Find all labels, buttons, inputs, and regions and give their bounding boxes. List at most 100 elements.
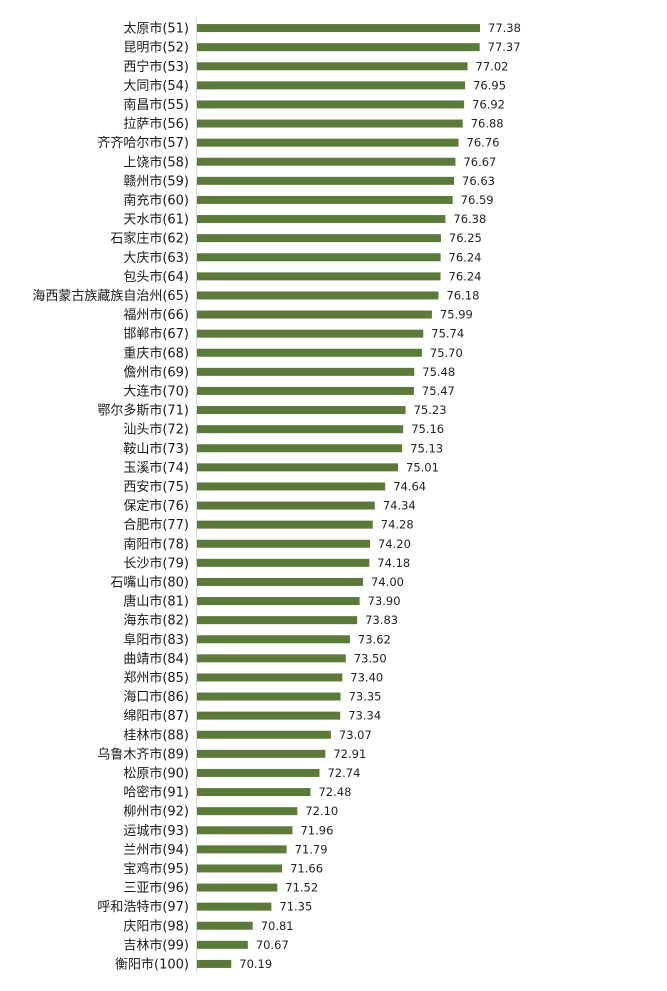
value-label: 76.38 bbox=[453, 212, 486, 226]
bar bbox=[197, 940, 248, 949]
value-label: 71.66 bbox=[290, 861, 323, 875]
category-label: 阜阳市(83) bbox=[123, 632, 189, 648]
bar bbox=[197, 367, 415, 376]
value-label: 75.99 bbox=[440, 308, 473, 322]
bar bbox=[197, 520, 373, 529]
category-label: 兰州市(94) bbox=[123, 842, 189, 858]
category-label: 包头市(64) bbox=[123, 269, 189, 285]
category-label: 大同市(54) bbox=[123, 78, 189, 94]
bar bbox=[197, 176, 455, 185]
bar bbox=[197, 291, 439, 300]
bar bbox=[197, 577, 364, 586]
bar bbox=[197, 558, 370, 567]
bar bbox=[197, 730, 331, 739]
category-label: 庆阳市(98) bbox=[123, 918, 189, 934]
category-label: 合肥市(77) bbox=[123, 517, 189, 533]
category-label: 汕头市(72) bbox=[123, 422, 189, 438]
category-labels: 太原市(51) 昆明市(52) 西宁市(53) 大同市(54) 南昌市(55) 拉萨市(5… bbox=[32, 21, 189, 973]
bar bbox=[197, 959, 232, 968]
value-label: 70.19 bbox=[239, 957, 272, 971]
value-label: 71.52 bbox=[285, 881, 318, 895]
category-label: 拉萨市(56) bbox=[123, 116, 189, 132]
value-label: 75.70 bbox=[430, 346, 463, 360]
bar bbox=[197, 386, 414, 395]
bar bbox=[197, 635, 350, 644]
bar bbox=[197, 826, 293, 835]
category-label: 天水市(61) bbox=[123, 212, 189, 228]
bar bbox=[197, 138, 459, 147]
value-label: 72.91 bbox=[333, 747, 366, 761]
category-label: 上饶市(58) bbox=[123, 154, 189, 170]
value-label: 73.35 bbox=[349, 690, 382, 704]
bar bbox=[197, 768, 320, 777]
category-label: 重庆市(68) bbox=[123, 345, 189, 361]
value-label: 76.92 bbox=[472, 97, 505, 111]
value-label: 77.37 bbox=[488, 40, 521, 54]
category-label: 西宁市(53) bbox=[123, 59, 189, 75]
bar bbox=[197, 215, 446, 224]
category-label: 玉溪市(74) bbox=[123, 460, 189, 476]
value-label: 72.74 bbox=[327, 766, 360, 780]
category-label: 海口市(86) bbox=[123, 689, 189, 705]
value-label: 72.48 bbox=[318, 785, 351, 799]
value-label: 76.59 bbox=[461, 193, 494, 207]
value-label: 75.47 bbox=[422, 384, 455, 398]
value-label: 74.18 bbox=[377, 556, 410, 570]
bar bbox=[197, 157, 456, 166]
category-label: 石嘴山市(80) bbox=[110, 574, 189, 590]
value-label: 76.24 bbox=[449, 250, 482, 264]
value-label: 73.40 bbox=[350, 670, 383, 684]
bar bbox=[197, 673, 343, 682]
bar bbox=[197, 749, 326, 758]
bar bbox=[197, 272, 441, 281]
value-label: 73.34 bbox=[348, 709, 381, 723]
bar bbox=[197, 348, 422, 357]
value-label: 75.13 bbox=[410, 441, 443, 455]
bar bbox=[197, 119, 463, 128]
bar bbox=[197, 43, 480, 52]
category-label: 松原市(90) bbox=[123, 765, 189, 781]
category-label: 昆明市(52) bbox=[123, 40, 189, 56]
value-label: 76.88 bbox=[471, 117, 504, 131]
value-label: 76.67 bbox=[463, 155, 496, 169]
category-label: 赣州市(59) bbox=[123, 173, 189, 189]
bar bbox=[197, 329, 424, 338]
value-labels: 77.38 77.37 77.02 76.95 76.92 76.88 76.76 76.67… bbox=[239, 21, 521, 971]
bar bbox=[197, 883, 278, 892]
category-label: 太原市(51) bbox=[123, 21, 189, 37]
value-label: 75.74 bbox=[431, 327, 464, 341]
category-label: 郑州市(85) bbox=[123, 670, 189, 686]
bar bbox=[197, 406, 406, 415]
bar bbox=[197, 501, 375, 510]
category-label: 哈密市(91) bbox=[123, 785, 189, 801]
bar bbox=[197, 234, 441, 243]
value-label: 77.02 bbox=[476, 59, 509, 73]
category-label: 南昌市(55) bbox=[123, 97, 189, 113]
value-label: 73.90 bbox=[368, 594, 401, 608]
value-label: 70.81 bbox=[261, 919, 294, 933]
bar bbox=[197, 24, 480, 33]
category-label: 乌鲁木齐市(89) bbox=[97, 746, 189, 762]
bar-series bbox=[197, 24, 480, 968]
value-label: 71.35 bbox=[279, 900, 312, 914]
bar bbox=[197, 597, 360, 606]
category-label: 桂林市(88) bbox=[123, 727, 189, 743]
value-label: 76.76 bbox=[467, 136, 500, 150]
value-label: 76.63 bbox=[462, 174, 495, 188]
category-label: 大庆市(63) bbox=[123, 250, 189, 266]
category-label: 西安市(75) bbox=[123, 479, 189, 495]
category-label: 曲靖市(84) bbox=[123, 651, 189, 667]
bar bbox=[197, 444, 403, 453]
bar bbox=[197, 807, 298, 816]
category-label: 邯郸市(67) bbox=[123, 326, 189, 342]
category-label: 大连市(70) bbox=[123, 383, 189, 399]
value-label: 74.64 bbox=[393, 479, 426, 493]
value-label: 75.48 bbox=[422, 365, 455, 379]
category-label: 南充市(60) bbox=[123, 192, 189, 208]
value-label: 73.07 bbox=[339, 728, 372, 742]
value-label: 71.79 bbox=[295, 842, 328, 856]
category-label: 保定市(76) bbox=[123, 498, 189, 514]
value-label: 73.50 bbox=[354, 651, 387, 665]
bar bbox=[197, 81, 466, 90]
